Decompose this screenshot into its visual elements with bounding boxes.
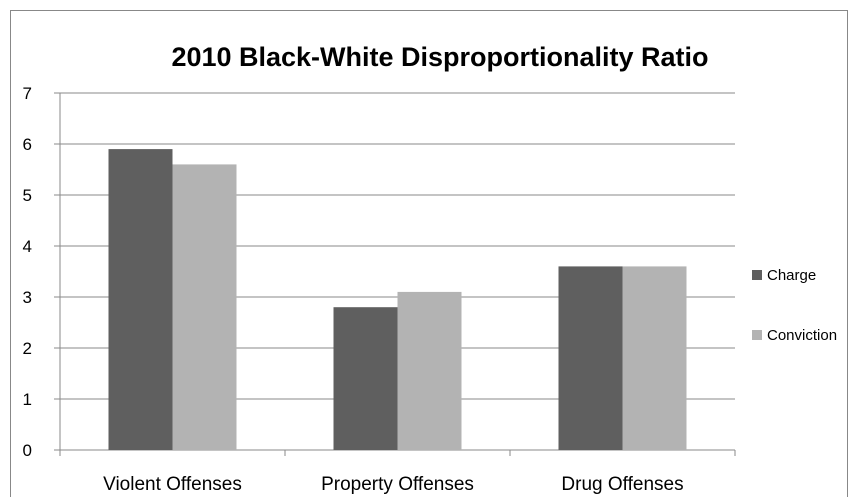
chart-frame [10, 10, 848, 497]
y-tick-label: 0 [23, 441, 32, 460]
bar-charge-0 [108, 149, 173, 450]
y-axis-ticks: 0 1 2 3 4 5 6 7 [23, 84, 32, 460]
y-tick-label: 3 [23, 288, 32, 307]
bar-charge-1 [333, 307, 398, 450]
y-tick-label: 5 [23, 186, 32, 205]
y-tick-label: 1 [23, 390, 32, 409]
x-category-label: Property Offenses [321, 474, 474, 495]
x-category-label: Violent Offenses [103, 474, 242, 495]
bars [108, 149, 687, 450]
bar-conviction-0 [172, 164, 237, 450]
y-tick-label: 2 [23, 339, 32, 358]
legend: Charge Conviction [752, 267, 837, 344]
legend-swatch-conviction [752, 330, 762, 340]
legend-label-charge: Charge [767, 267, 816, 284]
legend-swatch-charge [752, 270, 762, 280]
legend-label-conviction: Conviction [767, 327, 837, 344]
bar-conviction-1 [397, 291, 462, 450]
x-category-label: Drug Offenses [561, 474, 683, 495]
chart-title: 2010 Black-White Disproportionality Rati… [171, 42, 708, 72]
x-axis-categories: Violent Offenses Property Offenses Drug Of… [59, 450, 736, 495]
y-tick-label: 6 [23, 135, 32, 154]
bar-conviction-2 [622, 266, 687, 450]
bar-charge-2 [558, 266, 623, 450]
y-tick-label: 7 [23, 84, 32, 103]
y-tick-label: 4 [23, 237, 32, 256]
